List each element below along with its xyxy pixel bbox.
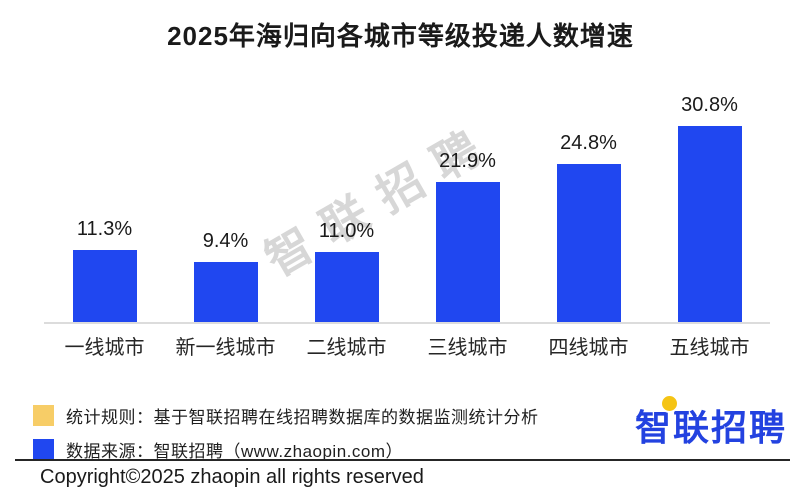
copyright-text: Copyright©2025 zhaopin all rights reserv… (40, 466, 424, 488)
x-axis-label: 二线城市 (306, 337, 387, 359)
bar (556, 164, 621, 322)
bar-column: 9.4% (165, 230, 286, 322)
zhaopin-logo: 智联招聘 (634, 396, 787, 451)
bar (435, 182, 500, 322)
x-axis-label: 一线城市 (64, 337, 145, 359)
x-axis-label: 三线城市 (427, 337, 508, 359)
bar-column: 11.0% (286, 220, 407, 322)
bar-value-label: 11.3% (76, 218, 133, 240)
chart-title: 2025年海归向各城市等级投递人数增速 (167, 21, 634, 51)
x-axis-label: 五线城市 (669, 337, 750, 359)
bar-chart: 11.3% 9.4% 11.0% 21.9% 24.8% 30.8% (44, 54, 770, 324)
logo-speech-bubble-icon (661, 396, 677, 411)
source-legend: 统计规则：基于智联招聘在线招聘数据库的数据监测统计分析 数据来源：智联招聘（www… (33, 403, 539, 471)
bar-value-label: 30.8% (681, 94, 738, 116)
bar-column: 11.3% (44, 218, 165, 322)
bar-value-label: 24.8% (560, 132, 617, 154)
legend-swatch (33, 439, 54, 460)
legend-label: 数据来源：智联招聘（www.zhaopin.com） (66, 442, 404, 461)
x-axis-label: 新一线城市 (175, 337, 276, 359)
x-axis-labels: 一线城市 新一线城市 二线城市 三线城市 四线城市 五线城市 (44, 331, 770, 360)
bar (677, 126, 742, 322)
legend-swatch (33, 405, 54, 426)
legend-label: 统计规则：基于智联招聘在线招聘数据库的数据监测统计分析 (66, 408, 539, 427)
zhaopin-logo-text: 智联招聘 (634, 407, 787, 448)
legend-row: 统计规则：基于智联招聘在线招聘数据库的数据监测统计分析 (33, 403, 539, 428)
footer-divider (15, 459, 790, 461)
bar (193, 262, 258, 322)
bar-value-label: 21.9% (439, 150, 496, 172)
legend-row: 数据来源：智联招聘（www.zhaopin.com） (33, 437, 539, 462)
bar-column: 24.8% (528, 132, 649, 322)
bar (72, 250, 137, 322)
bar-value-label: 11.0% (318, 220, 375, 242)
bar-plot-area: 11.3% 9.4% 11.0% 21.9% 24.8% 30.8% (44, 54, 770, 324)
bar (314, 252, 379, 322)
bar-column: 21.9% (407, 150, 528, 322)
x-axis-label: 四线城市 (548, 337, 629, 359)
bar-value-label: 9.4% (202, 230, 249, 252)
bar-column: 30.8% (649, 94, 770, 322)
